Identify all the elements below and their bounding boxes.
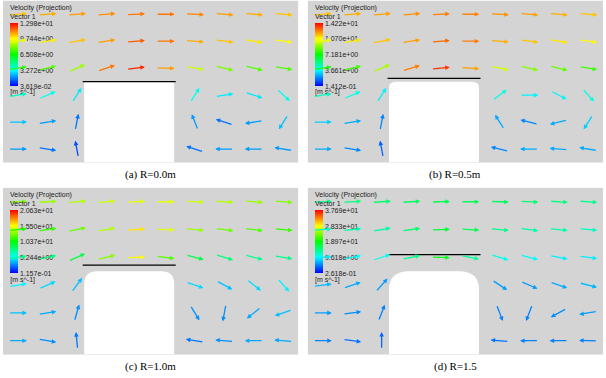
svg-text:5.244e+00: 5.244e+00 xyxy=(20,254,53,261)
svg-text:9.618e+00: 9.618e+00 xyxy=(325,254,358,261)
svg-text:1.422e+01: 1.422e+01 xyxy=(325,20,358,27)
svg-text:3.769e+01: 3.769e+01 xyxy=(325,207,358,214)
svg-text:1.412e-01: 1.412e-01 xyxy=(325,83,357,90)
svg-text:2.618e-01: 2.618e-01 xyxy=(325,270,357,277)
svg-text:[m s^-1]: [m s^-1] xyxy=(10,88,35,96)
svg-text:[m s^-1]: [m s^-1] xyxy=(315,276,340,284)
svg-text:2.063e+01: 2.063e+01 xyxy=(20,207,53,214)
svg-text:1.037e+01: 1.037e+01 xyxy=(20,238,53,245)
svg-text:Velocity (Projection): Velocity (Projection) xyxy=(10,191,72,199)
svg-text:Vector 1: Vector 1 xyxy=(315,13,341,20)
svg-text:2.833e+01: 2.833e+01 xyxy=(325,223,358,230)
svg-text:3.661e+00: 3.661e+00 xyxy=(325,67,358,74)
svg-text:(b) R=0.5m: (b) R=0.5m xyxy=(429,168,481,181)
svg-text:1.298e+01: 1.298e+01 xyxy=(20,20,53,27)
svg-text:7.181e+00: 7.181e+00 xyxy=(325,51,358,58)
svg-text:[m s^-1]: [m s^-1] xyxy=(315,88,340,96)
svg-text:Vector 1: Vector 1 xyxy=(315,200,341,207)
svg-text:Vector 1: Vector 1 xyxy=(10,13,36,20)
svg-text:(a) R=0.0m: (a) R=0.0m xyxy=(125,168,176,181)
svg-text:1.157e-01: 1.157e-01 xyxy=(20,270,52,277)
svg-text:1.550e+01: 1.550e+01 xyxy=(20,223,53,230)
svg-text:Velocity (Projection): Velocity (Projection) xyxy=(315,4,377,12)
svg-text:3.619e-02: 3.619e-02 xyxy=(20,83,52,90)
svg-text:9.744e+00: 9.744e+00 xyxy=(20,35,53,42)
svg-text:[m s^-1]: [m s^-1] xyxy=(10,276,35,284)
svg-text:Velocity (Projection): Velocity (Projection) xyxy=(315,191,377,199)
svg-text:1.897e+01: 1.897e+01 xyxy=(325,238,358,245)
svg-text:Velocity (Projection): Velocity (Projection) xyxy=(10,4,72,12)
svg-text:(d) R=1.5: (d) R=1.5 xyxy=(434,360,477,373)
svg-text:3.272e+00: 3.272e+00 xyxy=(20,67,53,74)
svg-text:(c) R=1.0m: (c) R=1.0m xyxy=(125,360,176,373)
svg-text:6.508e+00: 6.508e+00 xyxy=(20,51,53,58)
svg-text:Vector 1: Vector 1 xyxy=(10,200,36,207)
svg-text:1.070e+01: 1.070e+01 xyxy=(325,35,358,42)
